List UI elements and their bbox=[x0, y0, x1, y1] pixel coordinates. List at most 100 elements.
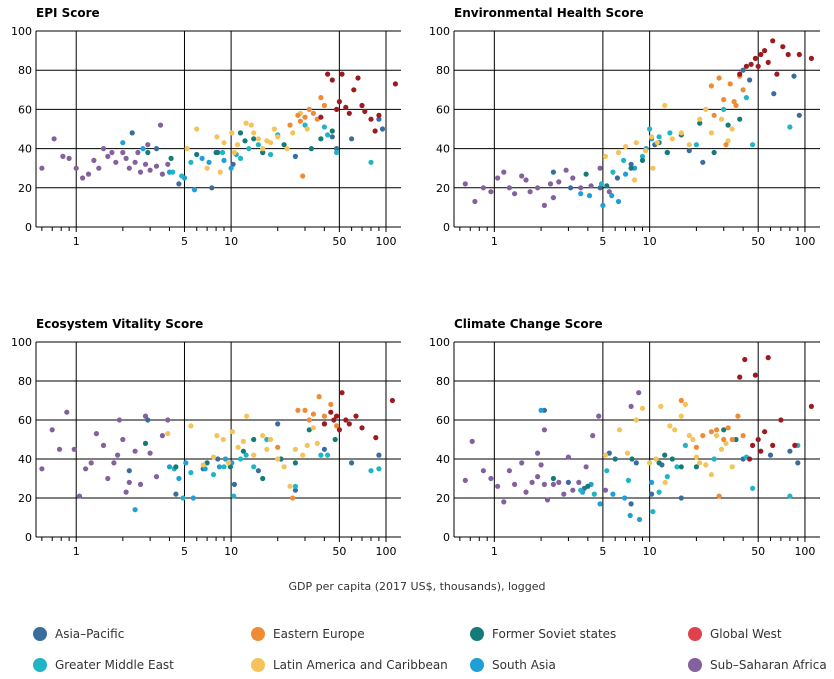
data-point bbox=[215, 456, 221, 462]
data-point bbox=[159, 171, 165, 177]
data-point bbox=[622, 495, 628, 501]
data-point bbox=[334, 149, 340, 156]
data-point bbox=[488, 475, 494, 482]
data-point bbox=[550, 195, 557, 201]
data-point bbox=[349, 460, 355, 466]
data-point bbox=[188, 159, 194, 165]
data-point bbox=[610, 491, 616, 497]
data-point bbox=[321, 124, 327, 130]
data-point bbox=[541, 481, 548, 487]
data-point bbox=[188, 470, 194, 476]
data-point bbox=[321, 446, 327, 452]
data-point bbox=[206, 159, 212, 165]
data-point bbox=[137, 169, 144, 175]
data-point bbox=[304, 126, 310, 132]
y-tick-label: 100 bbox=[11, 25, 32, 38]
data-point bbox=[735, 413, 741, 419]
data-point bbox=[727, 81, 733, 87]
data-point bbox=[590, 433, 596, 439]
data-point bbox=[568, 185, 574, 191]
legend-label: Former Soviet states bbox=[492, 627, 616, 641]
data-point bbox=[246, 146, 252, 152]
data-point bbox=[765, 59, 771, 65]
data-point bbox=[244, 413, 250, 419]
data-point bbox=[658, 403, 664, 409]
data-point bbox=[708, 472, 715, 478]
data-point bbox=[165, 161, 171, 167]
legend-item: South Asia bbox=[470, 658, 556, 672]
data-point bbox=[662, 452, 668, 458]
data-point bbox=[480, 185, 486, 191]
data-point bbox=[700, 159, 706, 165]
data-point bbox=[268, 151, 274, 158]
data-point bbox=[213, 149, 219, 156]
data-point bbox=[321, 413, 327, 419]
data-point bbox=[376, 466, 382, 472]
x-tick-label: 100 bbox=[375, 235, 396, 248]
data-point bbox=[123, 489, 129, 495]
y-tick-label: 0 bbox=[25, 531, 32, 544]
data-point bbox=[376, 116, 382, 122]
data-point bbox=[662, 102, 668, 109]
data-point bbox=[85, 171, 92, 177]
data-point bbox=[787, 448, 793, 454]
panel-2: Environmental Health Score 0 20 40 60 80 100 1 5… bbox=[429, 6, 820, 248]
data-point bbox=[88, 460, 94, 466]
data-point bbox=[318, 136, 324, 142]
x-tick-label: 5 bbox=[181, 545, 188, 558]
data-point bbox=[570, 175, 576, 181]
data-point bbox=[639, 405, 646, 411]
data-point bbox=[56, 446, 63, 452]
legend-swatch bbox=[251, 658, 265, 672]
data-point bbox=[693, 454, 700, 460]
data-point bbox=[368, 159, 374, 165]
data-point bbox=[306, 417, 312, 423]
data-point bbox=[336, 427, 342, 433]
data-point bbox=[656, 489, 662, 495]
panel-1: EPI Score 0 20 40 60 80 100 1 5 10 50 100 bbox=[11, 6, 401, 248]
data-point bbox=[153, 474, 160, 480]
data-point bbox=[808, 403, 815, 409]
data-point bbox=[501, 499, 507, 505]
legend-item: Former Soviet states bbox=[470, 627, 616, 641]
data-point bbox=[767, 452, 774, 458]
data-point bbox=[633, 140, 639, 146]
data-point bbox=[596, 413, 602, 419]
y-tick-label: 0 bbox=[443, 531, 450, 544]
data-point bbox=[678, 130, 684, 136]
data-point bbox=[656, 460, 662, 466]
y-tick-label: 80 bbox=[436, 375, 450, 388]
legend-item: Latin America and Caribbean bbox=[251, 658, 448, 672]
data-point bbox=[747, 456, 753, 462]
data-point bbox=[334, 413, 340, 419]
legend-label: Sub–Saharan Africa bbox=[710, 658, 827, 672]
data-point bbox=[628, 161, 634, 167]
data-point bbox=[325, 452, 331, 458]
data-point bbox=[199, 155, 205, 161]
data-point bbox=[230, 161, 236, 167]
data-point bbox=[275, 421, 281, 427]
x-tick-label: 10 bbox=[224, 235, 238, 248]
data-point bbox=[328, 409, 334, 415]
data-point bbox=[310, 411, 316, 417]
data-point bbox=[785, 51, 791, 58]
data-point bbox=[703, 106, 709, 112]
data-point bbox=[604, 183, 610, 189]
data-point bbox=[287, 122, 293, 128]
data-point bbox=[235, 444, 241, 450]
data-point bbox=[747, 77, 753, 83]
data-point bbox=[541, 202, 548, 208]
data-point bbox=[329, 77, 335, 83]
data-point bbox=[623, 144, 629, 150]
data-point bbox=[627, 512, 633, 519]
data-point bbox=[281, 464, 287, 470]
y-tick-label: 80 bbox=[18, 64, 32, 77]
data-point bbox=[535, 185, 541, 191]
data-point bbox=[191, 187, 198, 193]
data-point bbox=[495, 483, 501, 489]
y-tick-label: 40 bbox=[18, 143, 32, 156]
data-point bbox=[275, 456, 281, 462]
data-point bbox=[488, 189, 494, 195]
data-point bbox=[755, 436, 761, 443]
legend-swatch bbox=[688, 658, 702, 672]
